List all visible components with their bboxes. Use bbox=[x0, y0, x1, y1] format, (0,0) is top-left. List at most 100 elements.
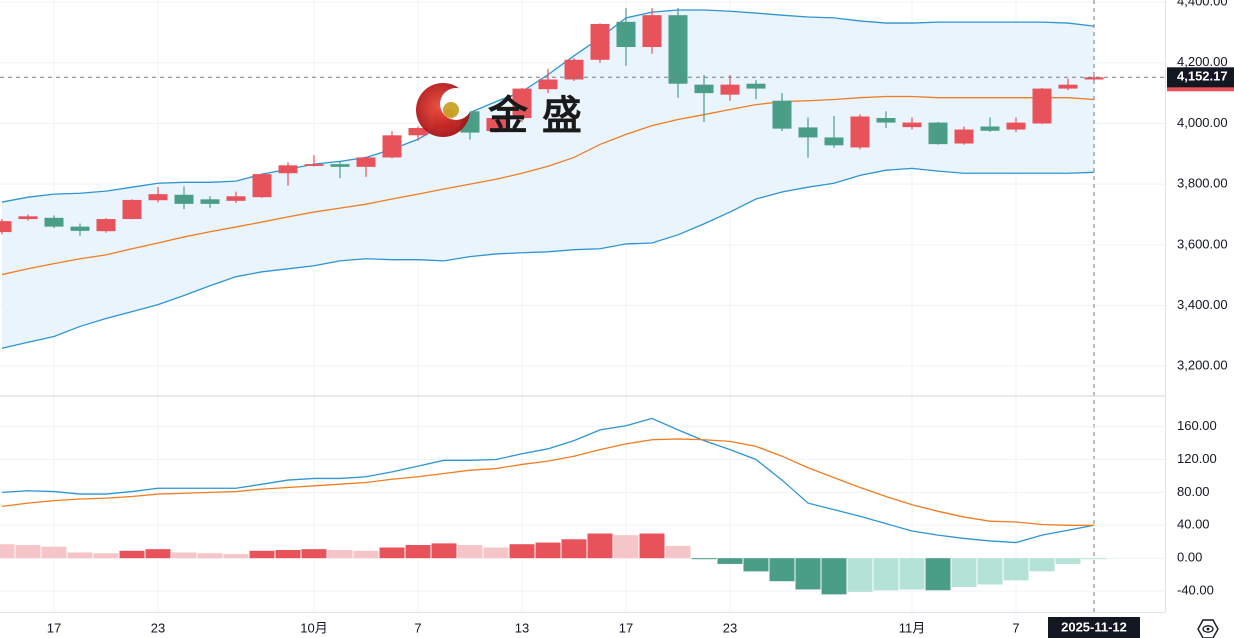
x-tick-label: 23 bbox=[723, 620, 737, 635]
x-tick-label: 13 bbox=[515, 620, 529, 635]
candle-body bbox=[408, 128, 428, 136]
histogram-bar bbox=[665, 545, 691, 559]
candle-body bbox=[356, 157, 376, 167]
candle-body bbox=[486, 118, 506, 132]
histogram-bar bbox=[613, 535, 639, 559]
histogram-bar bbox=[457, 545, 483, 559]
price-label-box bbox=[1167, 67, 1234, 88]
icon-pupil bbox=[1206, 627, 1210, 631]
candle-body bbox=[1032, 88, 1052, 124]
histogram-bar bbox=[587, 533, 613, 559]
candle-body bbox=[980, 126, 1000, 131]
candle-body bbox=[0, 221, 12, 233]
candle-body bbox=[200, 199, 220, 204]
histogram-bar bbox=[561, 539, 587, 559]
histogram-bar bbox=[67, 552, 93, 559]
candle-body bbox=[850, 116, 870, 148]
histogram-bar bbox=[171, 552, 197, 559]
y-tick-label: 0.00 bbox=[1177, 550, 1202, 565]
y-tick-label: 3,600.00 bbox=[1177, 236, 1228, 251]
histogram-bar bbox=[0, 544, 15, 559]
y-tick-label: 3,800.00 bbox=[1177, 176, 1228, 191]
x-tick-label: 11月 bbox=[899, 620, 926, 635]
band-fill bbox=[2, 10, 1094, 349]
band-line bbox=[1, 95, 1095, 276]
y-tick-label: 160.00 bbox=[1177, 418, 1217, 433]
candle-body bbox=[304, 164, 324, 166]
y-tick-label: 4,000.00 bbox=[1177, 115, 1228, 130]
candle-body bbox=[44, 217, 64, 227]
candle-body bbox=[772, 100, 792, 129]
price-marker bbox=[1167, 85, 1234, 92]
histogram-bar bbox=[769, 558, 795, 582]
histogram-bar bbox=[15, 545, 41, 559]
x-tick-label: 7 bbox=[1012, 620, 1019, 635]
candle-body bbox=[148, 194, 168, 201]
logo bbox=[416, 83, 472, 137]
histogram-bar bbox=[93, 553, 119, 559]
candle-body bbox=[590, 23, 610, 60]
histogram-bar bbox=[353, 550, 379, 559]
candle-body bbox=[512, 88, 532, 119]
histogram-bar bbox=[639, 533, 665, 559]
histogram-bar bbox=[873, 558, 899, 591]
plot-area bbox=[0, 0, 1165, 612]
histogram-bar bbox=[379, 547, 405, 559]
histogram-bar bbox=[41, 546, 67, 559]
histogram-bar bbox=[249, 550, 275, 559]
x-tick-label: 23 bbox=[151, 620, 165, 635]
candle-body bbox=[122, 199, 142, 220]
histogram-bar bbox=[483, 547, 509, 559]
histogram-bar bbox=[925, 558, 951, 591]
candle-body bbox=[18, 216, 38, 220]
histogram-bar bbox=[795, 558, 821, 590]
candle-body bbox=[538, 79, 558, 90]
histogram-bar bbox=[717, 558, 743, 564]
candle-body bbox=[226, 196, 246, 201]
candle-body bbox=[668, 15, 688, 84]
x-tick-label: 10月 bbox=[300, 620, 327, 635]
price-label: 4,152.17 bbox=[1177, 69, 1228, 84]
histogram-bar bbox=[405, 545, 431, 559]
x-tick-label: 17 bbox=[619, 620, 633, 635]
y-tick-label: 3,200.00 bbox=[1177, 358, 1228, 373]
histogram-bar bbox=[119, 550, 145, 559]
icon-frame bbox=[1197, 619, 1219, 638]
candle-body bbox=[928, 122, 948, 145]
x-tick-label: 2025-11-12 bbox=[1061, 619, 1127, 634]
candle-body bbox=[876, 118, 896, 123]
histogram-bar bbox=[847, 558, 873, 592]
histogram-bar bbox=[145, 549, 171, 559]
histogram-bar bbox=[1055, 558, 1081, 564]
candle-body bbox=[746, 83, 766, 89]
candle-body bbox=[616, 21, 636, 48]
histogram-bar bbox=[327, 549, 353, 559]
histogram-bar bbox=[275, 549, 301, 559]
candle-body bbox=[564, 59, 584, 80]
candle-body bbox=[252, 174, 272, 198]
candle-body bbox=[278, 165, 298, 174]
histogram-bar bbox=[743, 558, 769, 572]
y-tick-label: 40.00 bbox=[1177, 517, 1210, 532]
histogram-bar bbox=[1029, 558, 1055, 572]
band-line bbox=[1, 167, 1095, 349]
y-tick-label: 120.00 bbox=[1177, 451, 1217, 466]
candle-body bbox=[642, 15, 662, 48]
candle-body bbox=[954, 129, 974, 144]
y-tick-label: -40.00 bbox=[1177, 583, 1214, 598]
settings-icon[interactable] bbox=[1197, 619, 1219, 638]
candle-body bbox=[1084, 77, 1104, 80]
candle-body bbox=[1006, 122, 1026, 130]
candle-body bbox=[174, 194, 194, 204]
icon-eye bbox=[1202, 625, 1214, 633]
macd-line bbox=[1, 417, 1095, 544]
crosshair-date-box bbox=[1048, 617, 1140, 638]
candle-body bbox=[70, 226, 90, 231]
histogram-bar bbox=[431, 543, 457, 559]
macd-line bbox=[1, 438, 1094, 526]
histogram-bar bbox=[951, 558, 977, 587]
x-tick-label: 17 bbox=[47, 620, 61, 635]
y-tick-label: 3,400.00 bbox=[1177, 297, 1228, 312]
